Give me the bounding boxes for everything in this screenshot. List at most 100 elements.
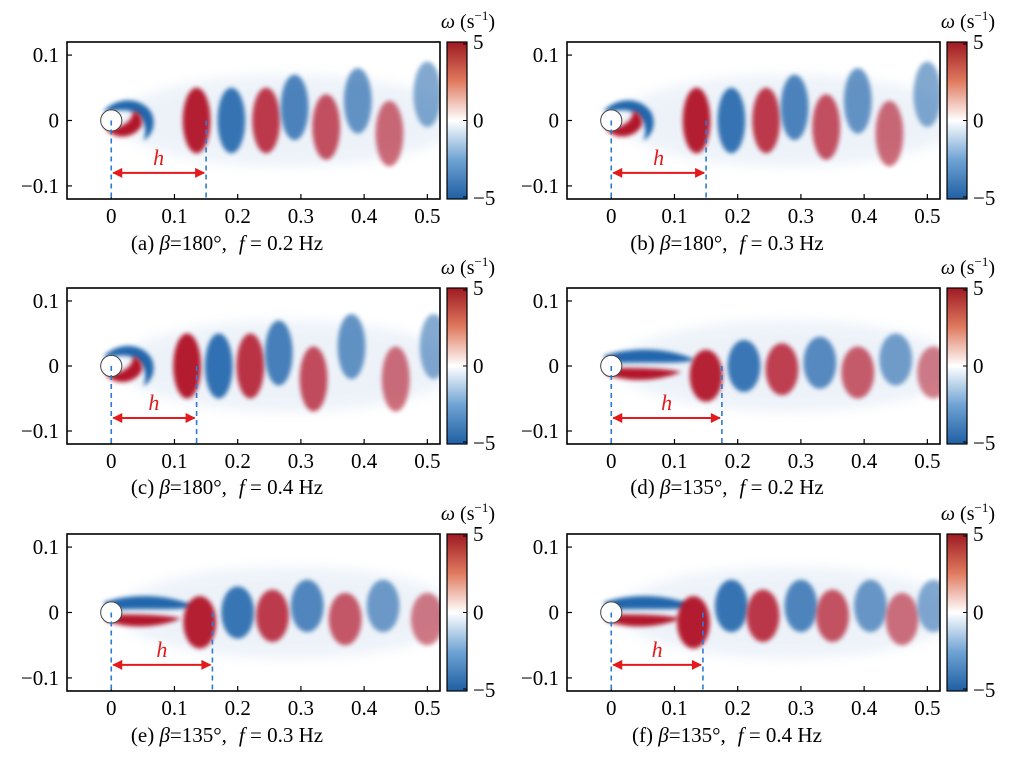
caption-label: (b) [630,231,660,255]
caption-beta-symbol: β [158,231,170,255]
x-tick-label: 0.4 [851,204,878,228]
vortex-positive [875,100,904,167]
colorbar-tick-label: 0 [473,354,484,378]
shear-layer-upper [603,596,696,610]
h-arrowhead-right [185,413,196,423]
vortex-positive [252,87,281,154]
caption-beta-symbol: β [158,723,170,747]
unit-exponent: −1 [474,8,488,23]
x-tick-label: 0 [606,449,617,473]
caption-f-symbol: f [239,723,248,747]
caption-f-symbol: f [740,475,749,499]
y-tick-label: −0.1 [21,666,59,690]
y-tick-label: 0 [549,109,560,133]
vorticity-field [100,566,440,659]
caption-f-symbol: f [740,231,749,255]
h-arrowhead-right [201,659,212,670]
h-arrowhead-right [710,413,721,423]
vortex-positive [677,596,710,649]
vortex-negative [343,68,372,134]
vortex-positive [752,87,781,154]
vortex-negative [419,314,440,379]
colorbar-label: ω (s−1) [441,254,495,279]
x-tick-label: 0.2 [725,696,751,720]
unit-exponent: −1 [474,254,488,269]
colorbar-label: ω (s−1) [941,8,995,33]
vortex-positive [410,592,440,646]
panel-caption: (c) β=180°, f = 0.4 Hz [131,475,323,499]
caption-label: (e) [131,723,160,747]
omega-symbol: ω [441,11,455,33]
vortex-negative [854,579,887,633]
unit-text: (s [955,503,975,525]
panel-f: 0 0.1 0.2 0.3 0.4 0.5 0.1 0 −0.1 h 5 0 −5 ω (s−1) (f) … [521,500,995,747]
x-tick-label: 0.5 [914,204,940,228]
x-tick-label: 0.1 [661,449,687,473]
x-tick-label: 0.4 [351,696,378,720]
x-tick-label: 0.5 [914,696,940,720]
caption-f-symbol: f [239,475,248,499]
unit-close: ) [488,257,495,279]
y-tick-label: −0.1 [521,174,559,198]
x-tick-label: 0 [106,449,117,473]
h-label: h [653,145,664,170]
caption-f-value: = 0.3 Hz [245,723,323,747]
unit-close: ) [988,11,995,33]
colorbar-tick-label: 0 [473,601,484,625]
x-tick-label: 0.2 [725,204,751,228]
colorbar-tick-label: 5 [473,276,484,300]
vortex-negative [204,333,233,399]
caption-beta: =135°, [170,723,227,747]
unit-exponent: −1 [974,500,988,515]
vortex-positive [682,87,711,154]
caption-f-symbol: f [738,723,747,747]
vortex-positive [812,94,841,160]
colorbar-tick-label: −5 [473,431,495,455]
colorbar-tick-label: 5 [473,522,484,546]
panel-caption: (f) β=135°, f = 0.4 Hz [632,723,822,747]
unit-text: (s [955,11,975,33]
vorticity-field [100,61,440,167]
caption-label: (c) [131,475,160,499]
vorticity-field [600,61,940,167]
y-tick-label: 0 [49,601,60,625]
colorbar-tick-label: −5 [973,678,995,702]
colorbar-tick-label: 5 [973,30,984,54]
x-tick-label: 0.3 [788,204,814,228]
caption-beta-symbol: β [657,723,669,747]
x-tick-label: 0.5 [414,696,440,720]
unit-close: ) [488,11,495,33]
shear-layer-upper [603,100,654,141]
h-arrowhead-left [112,167,123,178]
x-tick-label: 0 [606,204,617,228]
vortex-negative [780,74,809,141]
vortex-negative [727,340,761,392]
x-tick-label: 0.3 [288,204,314,228]
panel-c: 0 0.1 0.2 0.3 0.4 0.5 0.1 0 −0.1 h 5 0 −5 ω (s−1) (c) … [21,254,495,499]
vortex-negative [221,586,255,639]
x-tick-label: 0.3 [788,449,814,473]
vorticity-field [600,320,940,412]
caption-f-symbol: f [239,231,248,255]
y-tick-label: 0.1 [533,535,559,559]
unit-exponent: −1 [474,500,488,515]
caption-beta-symbol: β [158,475,170,499]
h-arrowhead-left [112,413,123,423]
colorbar-label: ω (s−1) [441,8,495,33]
x-tick-label: 0.5 [414,204,440,228]
vortex-negative [913,61,940,128]
vortex-positive [689,349,723,402]
y-tick-label: 0 [49,109,60,133]
vortex-negative [717,87,746,154]
x-tick-label: 0 [606,696,617,720]
h-arrowhead-left [612,659,623,670]
x-tick-label: 0.2 [725,449,751,473]
h-arrowhead-right [195,167,206,178]
x-tick-label: 0.2 [225,696,251,720]
vorticity-field [600,566,940,659]
x-tick-label: 0.4 [351,449,378,473]
y-tick-label: 0 [549,601,560,625]
caption-label: (a) [131,231,160,255]
vorticity-field [100,314,440,412]
x-tick-label: 0.3 [288,696,314,720]
